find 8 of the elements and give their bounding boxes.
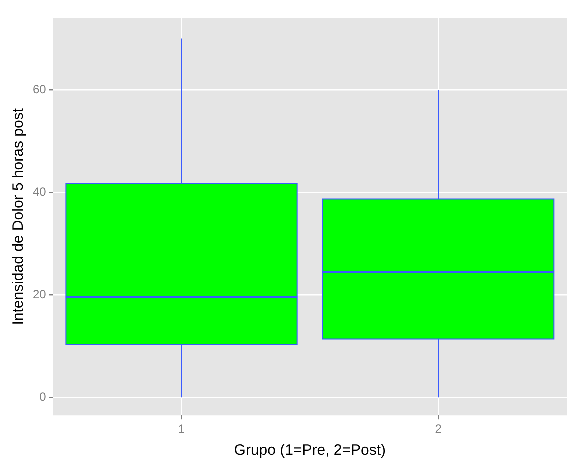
y-tick-label: 40 — [32, 184, 47, 199]
x-axis-title: Grupo (1=Pre, 2=Post) — [234, 442, 386, 460]
x-tick-label: 2 — [435, 422, 442, 436]
y-axis-title: Intensidad de Dolor 5 horas post — [10, 108, 28, 326]
y-tick-label: 0 — [40, 390, 47, 404]
x-tick-label: 1 — [178, 422, 186, 436]
y-tick-label: 20 — [32, 287, 47, 302]
y-tick-label: 60 — [32, 82, 47, 96]
